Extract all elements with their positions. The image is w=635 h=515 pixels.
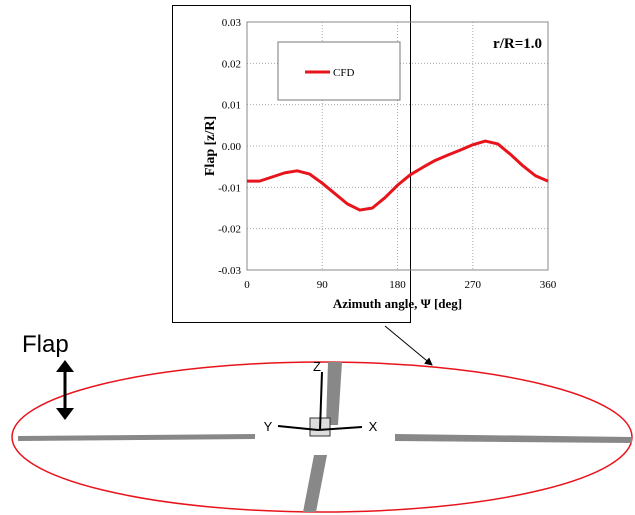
pointer-arrow — [384, 325, 433, 366]
y-tick-label: -0.02 — [218, 224, 241, 236]
y-tick-label: 0.03 — [222, 17, 242, 29]
x-axis-label: Azimuth angle, Ψ [deg] — [333, 296, 462, 311]
y-tick-label: -0.03 — [218, 265, 241, 277]
blade — [303, 455, 327, 512]
blade — [18, 434, 255, 441]
axis-z — [319, 371, 323, 431]
x-tick-label: 360 — [540, 279, 557, 291]
axis-x — [317, 426, 363, 431]
flap-arrow-head — [56, 408, 74, 420]
y-tick-label: -0.01 — [218, 182, 241, 194]
y-tick-label: 0.00 — [222, 141, 242, 153]
x-tick-label: 270 — [465, 279, 482, 291]
x-tick-label: 90 — [317, 279, 329, 291]
z-label: Z — [313, 359, 321, 374]
annotation: r/R=1.0 — [493, 36, 542, 52]
x-tick-label: 180 — [389, 279, 406, 291]
blade — [326, 362, 342, 425]
legend-box — [277, 41, 401, 101]
x-label: X — [369, 419, 378, 434]
blade — [395, 434, 632, 443]
x-tick-label: 0 — [244, 279, 250, 291]
line-series — [247, 139, 549, 212]
legend-label: CFD — [333, 67, 354, 79]
flap-label: Flap — [22, 331, 69, 358]
flap-arrow-head — [56, 360, 74, 372]
y-axis-label: Flap [z/R] — [203, 116, 218, 176]
chart: 0 90 180 270 360 -0.03 -0.02 -0.01 0.00 0.01 0.02 0… — [203, 17, 557, 311]
y-label: Y — [264, 419, 273, 434]
axis-y — [277, 425, 319, 431]
plot-area — [246, 21, 549, 271]
y-tick-label: 0.02 — [222, 58, 241, 70]
y-tick-label: 0.01 — [222, 100, 241, 112]
